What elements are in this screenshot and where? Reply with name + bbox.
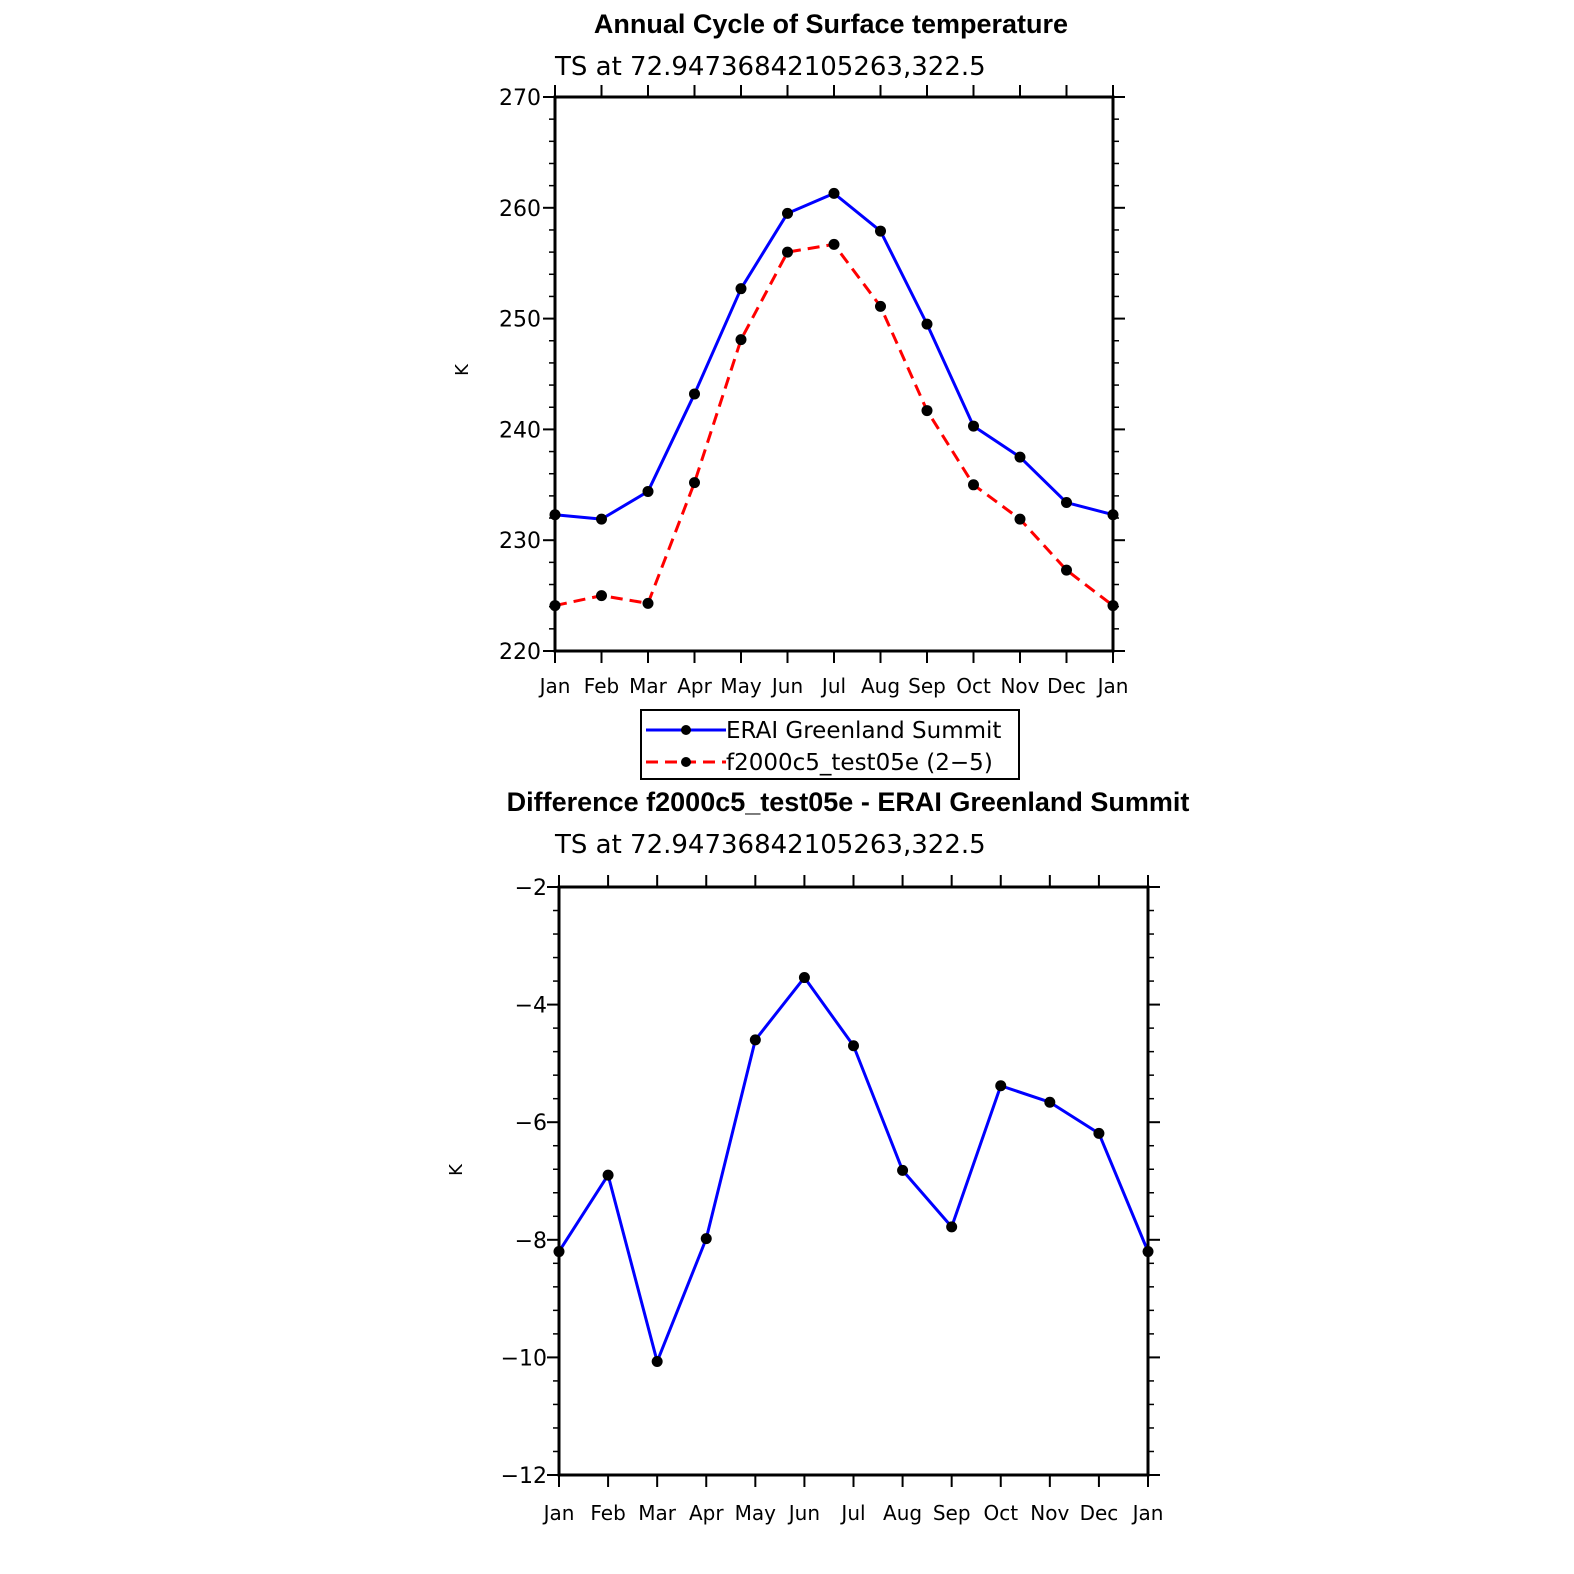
legend-label-erai: ERAI Greenland Summit xyxy=(726,718,1001,744)
data-point xyxy=(651,1356,663,1368)
data-point xyxy=(921,405,933,417)
x-tick-label: Oct xyxy=(956,674,991,698)
x-tick-label: Oct xyxy=(983,1501,1018,1525)
data-point xyxy=(700,1233,712,1245)
y-tick-label: 220 xyxy=(499,640,541,665)
y-tick-labels: 220 230 240 250 260 270 xyxy=(499,86,541,665)
x-tick-label: Jul xyxy=(820,674,846,698)
x-tick-label: Feb xyxy=(590,1501,625,1525)
x-tick-label: Sep xyxy=(908,674,946,698)
y-tick-labels: −12 −10 −8 −6 −4 −2 xyxy=(501,876,547,1489)
data-point xyxy=(946,1221,958,1233)
data-point xyxy=(875,225,886,237)
data-point xyxy=(1061,564,1072,576)
x-tick-label: Jan xyxy=(1096,674,1129,698)
data-point xyxy=(1014,451,1026,463)
x-tick-label: Jun xyxy=(787,1501,820,1525)
axis-ticks xyxy=(547,875,1160,1487)
data-point xyxy=(735,283,747,295)
y-tick-label: −2 xyxy=(515,876,547,901)
x-tick-label: Dec xyxy=(1080,1501,1119,1525)
x-tick-label: Jul xyxy=(839,1501,865,1525)
data-point xyxy=(995,1080,1007,1092)
data-point xyxy=(596,513,607,525)
series-layer xyxy=(553,972,1154,1368)
annual-cycle-chart: Annual Cycle of Surface temperature TS a… xyxy=(452,9,1128,698)
legend-marker-erai xyxy=(681,725,691,735)
data-point xyxy=(735,334,747,346)
x-tick-label: Jan xyxy=(1131,1501,1164,1525)
series-line xyxy=(557,976,1150,1364)
y-axis-label: K xyxy=(446,1163,467,1176)
legend-label-model: f2000c5_test05e (2−5) xyxy=(726,750,993,776)
x-tick-label: Apr xyxy=(677,674,712,698)
y-tick-label: −8 xyxy=(515,1229,547,1254)
difference-chart: Difference f2000c5_test05e - ERAI Greenl… xyxy=(446,787,1189,1525)
x-tick-label: Dec xyxy=(1047,674,1086,698)
data-point xyxy=(782,246,793,258)
series-line xyxy=(554,242,1114,608)
x-tick-label: Mar xyxy=(638,1501,677,1525)
data-point xyxy=(897,1164,909,1176)
data-point xyxy=(689,388,700,400)
x-tick-labels: Jan Feb Mar Apr May Jun Jul Aug Sep Oct Nov Dec Jan xyxy=(542,1501,1164,1525)
x-tick-label: Nov xyxy=(1030,1501,1069,1525)
x-tick-label: Aug xyxy=(883,1501,922,1525)
y-tick-label: −6 xyxy=(515,1111,547,1136)
data-point xyxy=(642,597,654,609)
x-tick-label: Apr xyxy=(689,1501,724,1525)
series-layer xyxy=(549,187,1119,612)
x-tick-label: Jan xyxy=(538,674,571,698)
data-point xyxy=(596,590,607,602)
y-tick-label: 250 xyxy=(499,308,541,333)
data-point xyxy=(602,1169,614,1181)
x-tick-label: Mar xyxy=(629,674,668,698)
x-tick-label: Nov xyxy=(1000,674,1039,698)
legend-box xyxy=(640,709,1020,780)
y-tick-label: 230 xyxy=(499,529,541,554)
x-tick-label: Jun xyxy=(770,674,803,698)
data-point xyxy=(798,972,810,984)
x-tick-label: May xyxy=(720,674,762,698)
plot-frame xyxy=(553,95,1115,653)
axis-ticks xyxy=(543,85,1125,663)
x-tick-label: Feb xyxy=(584,674,619,698)
data-point xyxy=(968,420,979,432)
data-point xyxy=(782,207,793,219)
data-point xyxy=(848,1040,859,1052)
x-tick-label: Jan xyxy=(542,1501,575,1525)
plot-frame xyxy=(557,885,1150,1477)
x-tick-labels: Jan Feb Mar Apr May Jun Jul Aug Sep Oct Nov Dec Jan xyxy=(538,674,1129,698)
data-point xyxy=(968,479,979,491)
data-point xyxy=(1093,1127,1105,1139)
data-point xyxy=(642,485,654,497)
legend-marker-model xyxy=(681,757,691,767)
y-axis-label: K xyxy=(452,363,473,376)
y-tick-label: 240 xyxy=(499,418,541,443)
data-point xyxy=(749,1034,761,1046)
data-point xyxy=(1061,497,1072,509)
x-tick-label: Sep xyxy=(933,1501,971,1525)
y-tick-label: 260 xyxy=(499,197,541,222)
legend: ERAI Greenland Summit f2000c5_test05e (2… xyxy=(640,709,1020,780)
x-tick-label: May xyxy=(735,1501,777,1525)
data-point xyxy=(689,477,700,489)
data-point xyxy=(828,187,840,199)
data-point xyxy=(921,318,933,330)
data-point xyxy=(1014,513,1026,525)
y-tick-label: −4 xyxy=(515,994,547,1019)
chart-subtitle: TS at 72.94736842105263,322.5 xyxy=(554,830,986,860)
data-point xyxy=(1044,1096,1056,1108)
data-point xyxy=(828,238,840,250)
y-tick-label: −12 xyxy=(501,1464,547,1489)
x-tick-label: Aug xyxy=(861,674,900,698)
y-tick-label: 270 xyxy=(499,86,541,111)
chart-subtitle: TS at 72.94736842105263,322.5 xyxy=(554,52,986,82)
chart-title: Difference f2000c5_test05e - ERAI Greenl… xyxy=(507,787,1190,817)
y-tick-label: −10 xyxy=(501,1346,547,1371)
chart-title: Annual Cycle of Surface temperature xyxy=(594,9,1068,39)
data-point xyxy=(875,300,886,312)
